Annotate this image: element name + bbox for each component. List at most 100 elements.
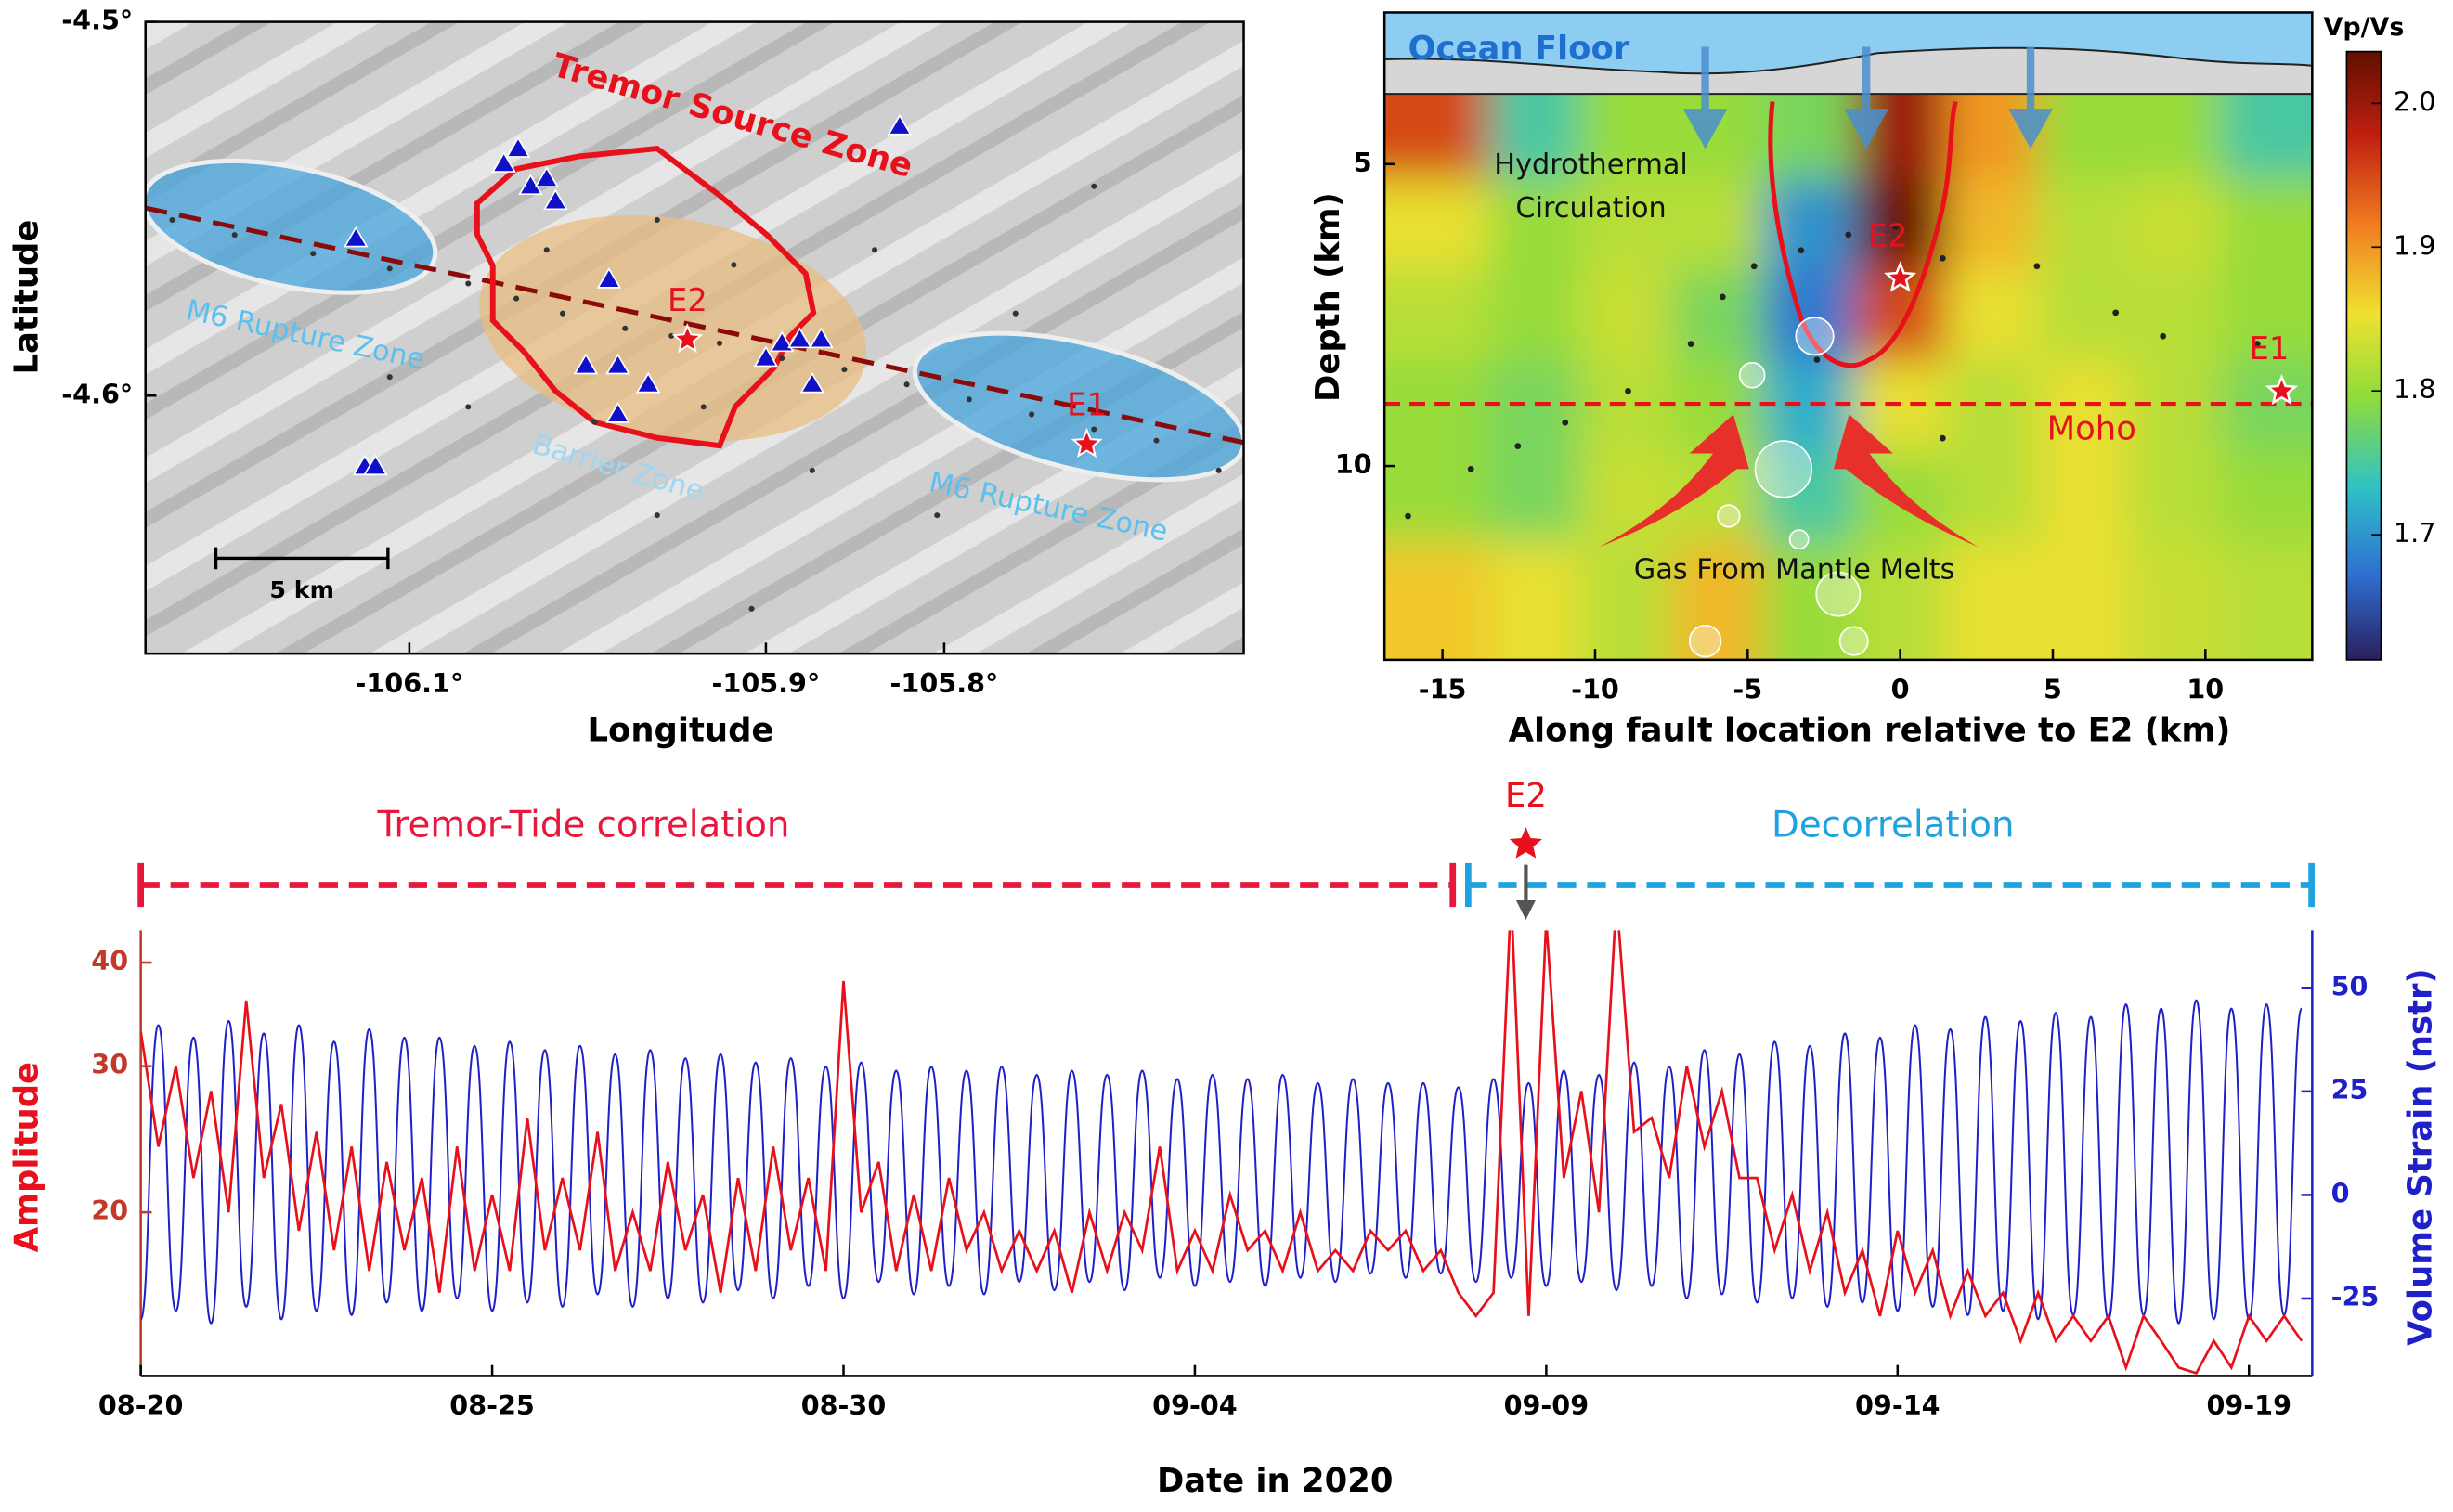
- heat-cell: [1384, 360, 1490, 453]
- moho-label: Moho: [2047, 410, 2136, 448]
- colorbar: [2345, 50, 2382, 661]
- event-label: E2: [1505, 777, 1547, 815]
- seismic-event: [386, 374, 393, 381]
- heat-cell: [1579, 269, 1673, 362]
- seismic-event: [465, 404, 472, 410]
- y-tick-label: 20: [91, 1195, 128, 1226]
- map-layer: [145, 113, 1244, 612]
- gas-arrow: [1833, 414, 1979, 548]
- heat-cell: [1579, 450, 1673, 544]
- heat-cell: [1384, 450, 1490, 544]
- x-tick-label: 0: [1891, 674, 1910, 705]
- station: [596, 266, 622, 289]
- period-label: Tremor-Tide correlation: [376, 805, 789, 846]
- station: [534, 166, 560, 187]
- event-star: [1884, 261, 1917, 292]
- annotation: Hydrothermal: [1494, 149, 1688, 181]
- colorbar-tick-label: 1.9: [2394, 229, 2436, 261]
- x-tick-label: 08-30: [801, 1389, 887, 1421]
- inflow-arrows: [1682, 46, 2054, 149]
- x-tick-label: 5: [2044, 674, 2062, 705]
- heat-cell: [1487, 269, 1582, 362]
- y2-tick-label: 50: [2331, 970, 2369, 1002]
- heat-cell: [1945, 179, 2040, 272]
- seismic-event: [966, 396, 972, 403]
- heat-cell: [1945, 269, 2040, 362]
- seismic-event: [841, 367, 848, 373]
- seismic-event: [1939, 254, 1946, 262]
- colorbar-tick-label: 1.7: [2394, 517, 2436, 549]
- seismic-event: [779, 355, 785, 362]
- heat-cell: [1762, 269, 1857, 362]
- event-star: [1509, 827, 1543, 859]
- seismic-event: [872, 247, 878, 253]
- station: [573, 353, 599, 375]
- seismic-event: [1845, 231, 1852, 239]
- heat-cell: [2037, 541, 2131, 660]
- series-line: [140, 930, 2304, 1376]
- tremor-source-outline: [1768, 100, 1958, 368]
- seismic-event: [543, 247, 550, 253]
- seismic-event: [748, 605, 755, 612]
- station: [505, 136, 531, 158]
- x-axis-label: Longitude: [587, 711, 773, 749]
- seismic-event: [1467, 465, 1474, 472]
- y-tick-label: -4.5°: [61, 5, 133, 36]
- y-tick-label: 5: [1354, 147, 1372, 178]
- station: [809, 327, 834, 349]
- heat-cell: [2037, 450, 2131, 544]
- station: [887, 113, 913, 136]
- colorbar-tick-label: 1.8: [2394, 373, 2436, 405]
- seismic-event: [809, 467, 815, 473]
- heat-cell: [1384, 179, 1490, 272]
- heat-cell: [2129, 269, 2223, 362]
- seismic-event: [169, 216, 175, 224]
- seismic-event: [934, 512, 941, 519]
- x-tick-label: 09-04: [1152, 1389, 1238, 1421]
- y2-tick-label: 25: [2331, 1074, 2369, 1105]
- y2-axis-label: Volume Strain (nstr): [2401, 968, 2439, 1345]
- heat-cell: [2220, 179, 2313, 272]
- x-tick-label: 09-09: [1504, 1389, 1590, 1421]
- heat-cell: [2220, 541, 2313, 660]
- event-star: [1071, 427, 1103, 459]
- heat-cell: [1762, 360, 1857, 453]
- seismic-event: [559, 310, 566, 317]
- heat-cell: [1579, 541, 1673, 660]
- heat-cell: [1579, 179, 1673, 272]
- event-star: [671, 323, 704, 354]
- tremor-source-zone: [474, 145, 817, 449]
- x-tick-label: 10: [2187, 674, 2224, 705]
- seismic-event: [386, 265, 393, 272]
- y-axis-label: Depth (km): [1309, 192, 1347, 402]
- heat-cell: [1945, 450, 2040, 544]
- annotation: 5 km: [269, 576, 334, 603]
- seismic-event: [1405, 512, 1411, 520]
- seismic-event: [2160, 332, 2167, 340]
- seismic-event: [668, 332, 675, 339]
- y-axis-label: Amplitude: [7, 1062, 45, 1252]
- seismic-event: [1215, 467, 1222, 473]
- x-tick-label: -105.8°: [890, 667, 999, 699]
- heat-cell: [1487, 360, 1582, 453]
- series-layer: [140, 930, 2304, 1376]
- x-tick-label: -105.9°: [712, 667, 821, 699]
- seafloor: [1384, 46, 2313, 96]
- seismic-event: [1012, 310, 1019, 317]
- heat-cell: [1384, 541, 1490, 660]
- station: [363, 454, 388, 476]
- seismic-event: [622, 325, 629, 331]
- y-tick-label: 30: [91, 1049, 128, 1080]
- heat-cell: [2129, 360, 2223, 453]
- rupture-zone: [145, 158, 438, 295]
- x-axis-label: Along fault location relative to E2 (km): [1509, 711, 2231, 749]
- y2-tick-label: -25: [2331, 1281, 2380, 1312]
- plot-frame: [144, 20, 1245, 655]
- y2-tick-label: 0: [2331, 1177, 2350, 1208]
- section-layer: [1384, 12, 2313, 660]
- y-tick-label: 40: [91, 945, 128, 976]
- seismic-event: [2253, 341, 2261, 348]
- colorbar-tick-label: 2.0: [2394, 85, 2436, 117]
